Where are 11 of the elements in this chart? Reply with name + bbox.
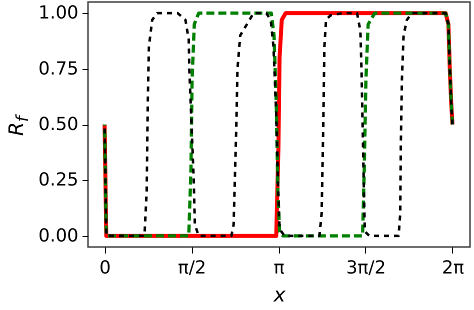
y-tick-label: 0.00 [38,225,78,246]
x-tick-label: π [274,258,285,278]
x-tick-label: π/2 [178,258,206,278]
y-tick-label: 0.75 [38,58,78,80]
x-axis-title: x [272,282,286,306]
x-tick-label: 2π [442,258,464,278]
x-tick-label: 0 [99,258,111,278]
x-tick-label: 3π/2 [346,258,386,278]
y-tick-label: 0.25 [38,170,78,191]
y-tick-label: 1.00 [38,2,78,24]
y-tick-label: 0.50 [38,114,78,135]
